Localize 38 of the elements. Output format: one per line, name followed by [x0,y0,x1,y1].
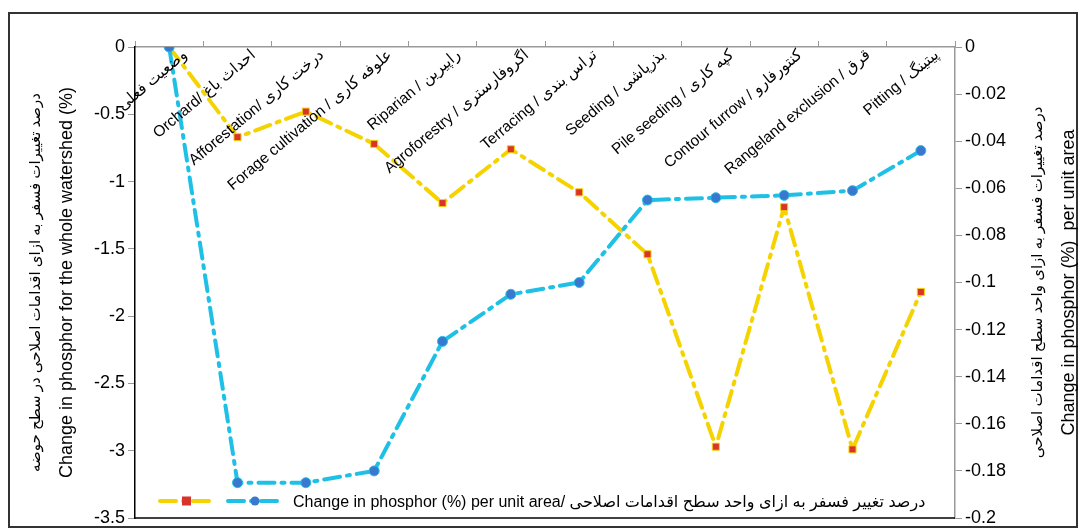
y-tick-label: -2.5 [93,372,125,393]
legend-label: Change in phosphor (%) per unit area/ درصد تغییر فسفر به ازای واحد سطح اقدامات اصلاحی [293,491,926,511]
point [642,194,653,206]
point [778,189,790,201]
y2-tick-label: -0.2 [965,506,997,527]
point [300,477,312,489]
y-tick-label: -2 [108,305,125,326]
y2-tick-label: -0.02 [965,83,1007,104]
point [915,145,927,157]
point [370,139,379,148]
y-tick-label: -1.5 [93,237,125,258]
point [848,445,857,454]
y2-tick-label: -0.14 [965,365,1007,386]
point [780,203,789,212]
point [643,250,652,259]
y2-tick-label: -0.12 [965,318,1007,339]
point [575,188,584,197]
point [232,477,243,489]
point [573,277,585,288]
y2-tick-label: -0.04 [965,130,1007,151]
y-tick-label: -3 [108,439,125,460]
point [505,288,517,300]
y2-tick-label: -0.06 [965,177,1007,198]
point [710,192,722,204]
point [847,185,858,197]
point [368,465,380,477]
point [711,442,720,451]
y2-tick-label: -0.1 [965,271,997,292]
point [916,287,925,296]
point [438,199,447,208]
y-tick-label: -1 [108,170,125,191]
point [437,335,448,347]
y-tick-label: 0 [114,35,125,56]
y2-tick-label: -0.18 [965,459,1007,480]
y-tick-label: -3.5 [93,506,125,527]
y2-tick-label: -0.08 [965,224,1007,245]
y2-tick-label: 0 [965,35,976,56]
y2-tick-label: -0.16 [965,412,1007,433]
